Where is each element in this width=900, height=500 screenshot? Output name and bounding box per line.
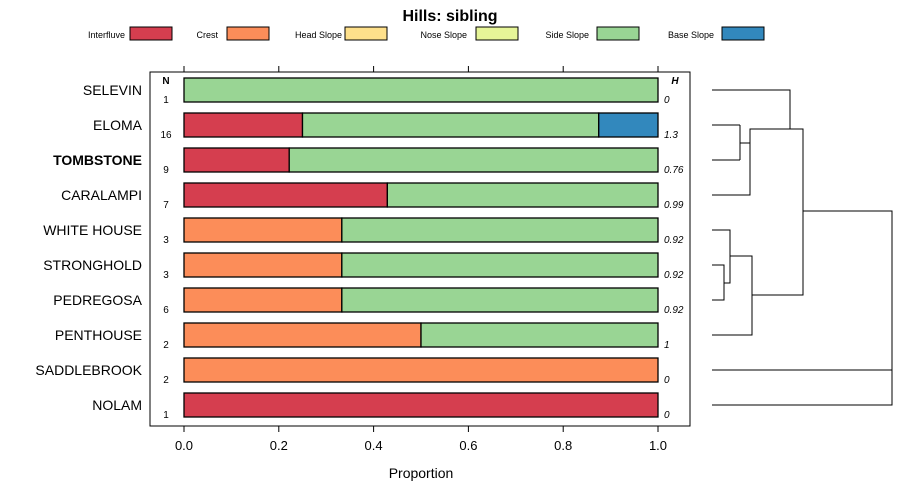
dendrogram-branch bbox=[712, 255, 753, 336]
x-tick-label: 1.0 bbox=[649, 438, 667, 453]
legend-swatch bbox=[344, 26, 388, 41]
x-tick-label: 0.6 bbox=[459, 438, 477, 453]
legend-swatch bbox=[721, 26, 765, 41]
legend-swatch bbox=[475, 26, 519, 41]
bar-segment bbox=[183, 112, 304, 138]
bar-segment bbox=[183, 147, 290, 173]
row-label: WHITE HOUSE bbox=[43, 222, 142, 238]
legend-label: Crest bbox=[196, 30, 218, 40]
row-h-value: 1 bbox=[664, 340, 670, 351]
row-h-value: 0.92 bbox=[664, 305, 684, 316]
dendrogram-branch bbox=[712, 210, 893, 406]
x-tick-label: 0.2 bbox=[270, 438, 288, 453]
dendrogram bbox=[712, 89, 893, 406]
row-label: PENTHOUSE bbox=[55, 327, 142, 343]
h-column-header: H bbox=[671, 76, 679, 87]
row-h-value: 0.99 bbox=[664, 200, 684, 211]
bar-segment bbox=[183, 322, 422, 348]
row-n-value: 7 bbox=[163, 200, 169, 211]
row-h-value: 0 bbox=[664, 410, 670, 421]
row-n-value: 3 bbox=[163, 235, 169, 246]
row-h-value: 0.92 bbox=[664, 235, 684, 246]
legend-label: Side Slope bbox=[545, 30, 589, 40]
row-label: CARALAMPI bbox=[61, 187, 142, 203]
row-h-value: 1.3 bbox=[664, 130, 678, 141]
bar-segment bbox=[288, 147, 659, 173]
row-n-value: 1 bbox=[163, 95, 169, 106]
dendrogram-branch bbox=[712, 229, 731, 284]
bar-segment bbox=[341, 287, 659, 313]
legend-label: Interfluve bbox=[88, 30, 125, 40]
legend-swatch bbox=[596, 26, 640, 41]
row-label: TOMBSTONE bbox=[53, 152, 142, 168]
row-label: STRONGHOLD bbox=[43, 257, 142, 273]
row-h-value: 0.92 bbox=[664, 270, 684, 281]
row-label: ELOMA bbox=[93, 117, 143, 133]
legend-swatch bbox=[129, 26, 173, 41]
bar-segment bbox=[183, 392, 659, 418]
bar-segment bbox=[386, 182, 659, 208]
dendrogram-branch bbox=[749, 128, 804, 211]
x-axis-label: Proportion bbox=[389, 465, 454, 481]
x-tick-label: 0.8 bbox=[554, 438, 572, 453]
x-axis: 0.0 0.2 0.4 0.6 0.8 1.0 bbox=[175, 66, 667, 453]
bar-segment bbox=[420, 322, 659, 348]
row-h-value: 0 bbox=[664, 375, 670, 386]
n-column-header: N bbox=[162, 76, 169, 87]
bar-segment bbox=[183, 77, 659, 103]
bar-segment bbox=[341, 217, 659, 243]
row-n-value: 6 bbox=[163, 305, 169, 316]
dendrogram-branch bbox=[752, 211, 804, 296]
plot-frame bbox=[149, 71, 691, 427]
bar-segment bbox=[301, 112, 600, 138]
legend-label: Nose Slope bbox=[420, 30, 467, 40]
row-label: NOLAM bbox=[92, 397, 142, 413]
bar-segment bbox=[598, 112, 659, 138]
row-n-value: 1 bbox=[163, 410, 169, 421]
row-h-value: 0.76 bbox=[664, 165, 684, 176]
row-label: PEDREGOSA bbox=[53, 292, 142, 308]
row-n-value: 9 bbox=[163, 165, 169, 176]
bar-segment bbox=[183, 217, 343, 243]
row-n-value: 16 bbox=[160, 130, 172, 141]
row-n-value: 3 bbox=[163, 270, 169, 281]
row-h-value: 0 bbox=[664, 95, 670, 106]
legend-label: Base Slope bbox=[668, 30, 714, 40]
bar-segment bbox=[183, 287, 343, 313]
chart-title: Hills: sibling bbox=[402, 8, 497, 25]
dendrogram-branch bbox=[712, 89, 791, 129]
row-label: SELEVIN bbox=[83, 82, 142, 98]
dendrogram-branch bbox=[712, 142, 751, 196]
legend-swatch bbox=[226, 26, 270, 41]
row-label: SADDLEBROOK bbox=[35, 362, 142, 378]
bar-segment bbox=[183, 252, 343, 278]
dendrogram-branch bbox=[712, 264, 725, 301]
bar-segment bbox=[183, 357, 659, 383]
legend-label: Head Slope bbox=[295, 30, 342, 40]
bar-segment bbox=[183, 182, 388, 208]
x-tick-label: 0.4 bbox=[365, 438, 383, 453]
row-n-value: 2 bbox=[163, 375, 169, 386]
bar-segment bbox=[341, 252, 659, 278]
row-n-value: 2 bbox=[163, 340, 169, 351]
legend: Interfluve Crest Head Slope Nose Slope Side … bbox=[88, 26, 765, 41]
x-tick-label: 0.0 bbox=[175, 438, 193, 453]
